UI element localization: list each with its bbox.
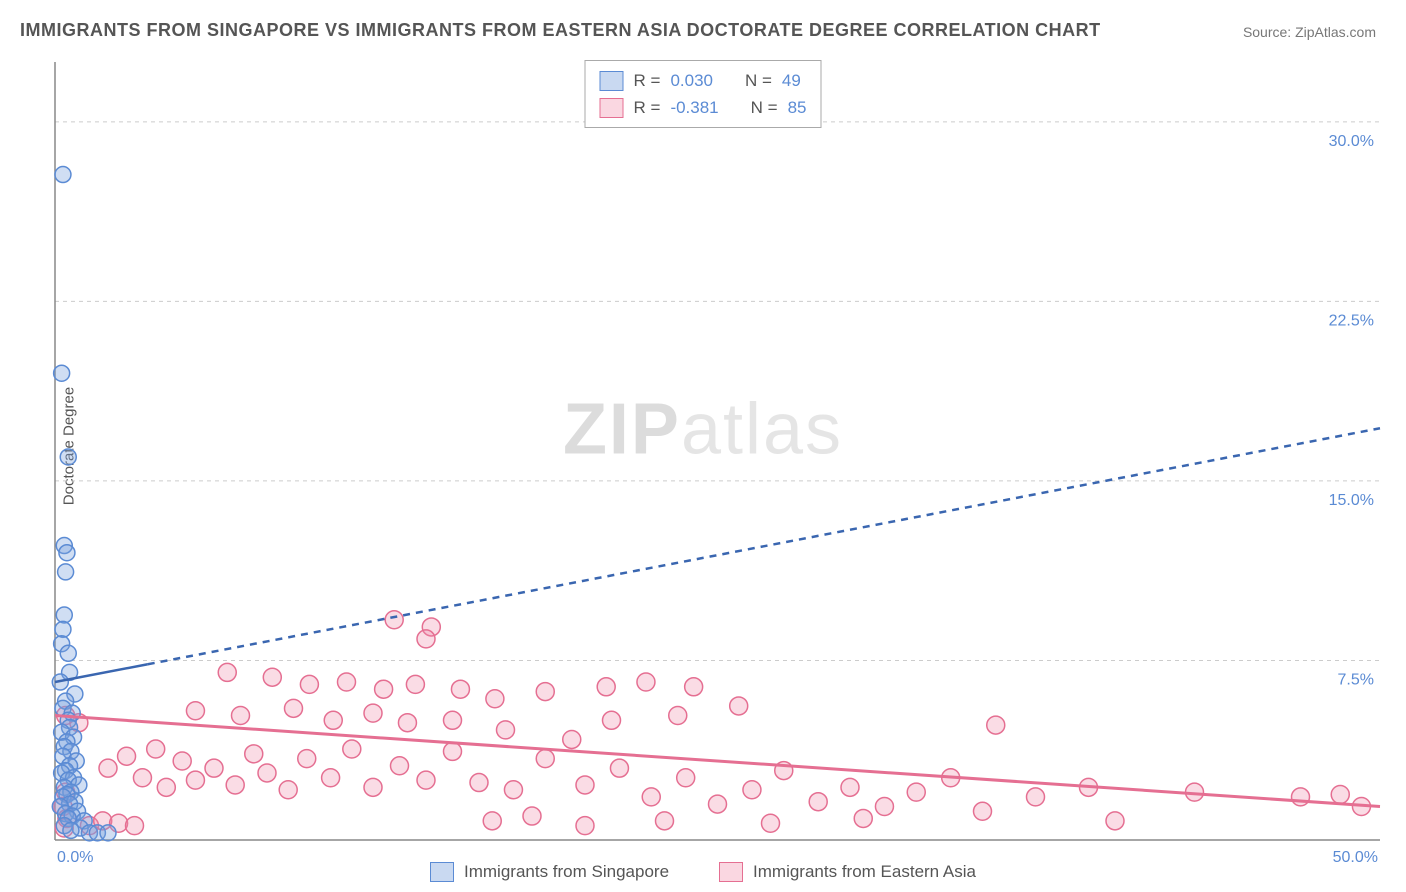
- svg-text:0.0%: 0.0%: [57, 849, 93, 866]
- n-value: 49: [782, 67, 801, 94]
- legend-item: Immigrants from Eastern Asia: [719, 862, 976, 882]
- legend-label: Immigrants from Eastern Asia: [753, 862, 976, 882]
- svg-text:7.5%: 7.5%: [1338, 671, 1374, 688]
- series-legend: Immigrants from Singapore Immigrants fro…: [430, 862, 976, 882]
- stats-legend-row: R = -0.381 N = 85: [600, 94, 807, 121]
- r-value: 0.030: [670, 67, 713, 94]
- swatch-icon: [719, 862, 743, 882]
- chart-canvas: 7.5% 15.0% 22.5% 30.0% 0.0% 50.0%: [0, 0, 1406, 892]
- r-value: -0.381: [670, 94, 718, 121]
- stats-legend: R = 0.030 N = 49 R = -0.381 N = 85: [585, 60, 822, 128]
- n-label: N =: [745, 67, 772, 94]
- r-label: R =: [634, 94, 661, 121]
- swatch-icon: [600, 98, 624, 118]
- legend-label: Immigrants from Singapore: [464, 862, 669, 882]
- n-label: N =: [751, 94, 778, 121]
- r-label: R =: [634, 67, 661, 94]
- svg-text:50.0%: 50.0%: [1333, 849, 1378, 866]
- n-value: 85: [788, 94, 807, 121]
- swatch-icon: [430, 862, 454, 882]
- svg-text:22.5%: 22.5%: [1329, 312, 1374, 329]
- svg-text:30.0%: 30.0%: [1329, 133, 1374, 150]
- svg-text:15.0%: 15.0%: [1329, 492, 1374, 509]
- swatch-icon: [600, 71, 624, 91]
- stats-legend-row: R = 0.030 N = 49: [600, 67, 807, 94]
- legend-item: Immigrants from Singapore: [430, 862, 669, 882]
